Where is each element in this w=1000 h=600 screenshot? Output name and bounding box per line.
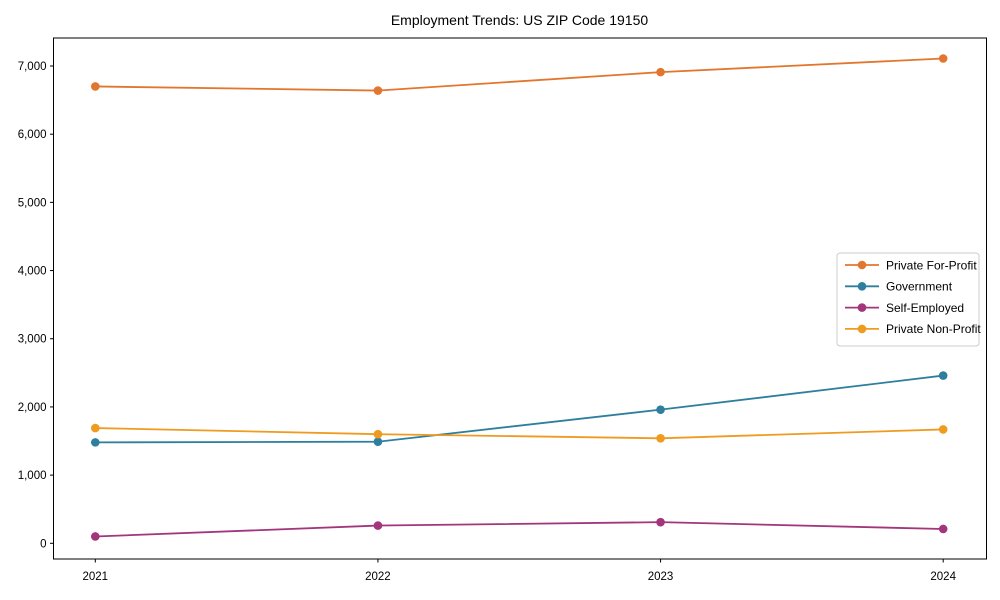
legend-label: Government	[886, 280, 953, 294]
legend-item-private-non-profit: Private Non-Profit	[845, 322, 981, 336]
data-point-private-for-profit	[656, 67, 665, 77]
series-line-private-non-profit	[95, 427, 944, 440]
data-point-private-for-profit	[91, 82, 100, 91]
data-point-private-non-profit	[656, 433, 665, 443]
y-tick-label: 6,000	[18, 129, 47, 141]
legend-marker	[857, 260, 867, 270]
series-line-private-for-profit	[95, 57, 944, 92]
plot-border	[53, 37, 987, 560]
data-point-private-non-profit	[938, 425, 948, 434]
legend-label: Self-Employed	[886, 301, 964, 315]
data-point-self-employed	[656, 517, 665, 527]
legend-box	[836, 252, 980, 347]
data-point-self-employed	[938, 524, 948, 534]
data-point-private-non-profit	[373, 429, 383, 439]
legend-marker	[857, 303, 867, 312]
data-point-self-employed	[91, 532, 100, 541]
series-line-self-employed	[95, 521, 944, 538]
y-tick-label: 2,000	[18, 402, 47, 414]
y-tick-label: 0	[40, 538, 46, 550]
legend-item-private-for-profit: Private For-Profit	[845, 258, 977, 272]
data-point-private-for-profit	[373, 86, 383, 95]
legend-item-self-employed: Self-Employed	[845, 301, 964, 315]
legend-label: Private Non-Profit	[886, 322, 981, 336]
x-tick-label: 2024	[930, 571, 956, 583]
series-line-government	[95, 374, 944, 444]
y-tick-label: 1,000	[18, 470, 47, 482]
y-tick-label: 5,000	[18, 197, 47, 209]
data-point-government	[938, 371, 948, 380]
legend-marker	[857, 282, 867, 291]
data-point-self-employed	[373, 521, 383, 530]
data-point-government	[373, 437, 383, 447]
x-tick-label: 2022	[365, 571, 391, 583]
data-point-government	[91, 438, 100, 447]
legend-label: Private For-Profit	[886, 258, 977, 272]
legend-item-government: Government	[845, 280, 953, 294]
data-point-government	[656, 405, 665, 414]
legend: Private For-Profit Government Self-Employe…	[836, 252, 981, 347]
legend-marker	[857, 324, 867, 334]
data-point-private-for-profit	[938, 54, 948, 63]
y-tick-label: 3,000	[18, 334, 47, 346]
y-tick-label: 4,000	[18, 266, 47, 278]
y-tick-label: 7,000	[18, 61, 47, 73]
x-tick-label: 2021	[83, 571, 109, 583]
data-point-private-non-profit	[91, 423, 100, 433]
x-tick-label: 2023	[648, 571, 674, 583]
chart-title: Employment Trends: US ZIP Code 19150	[390, 12, 649, 28]
